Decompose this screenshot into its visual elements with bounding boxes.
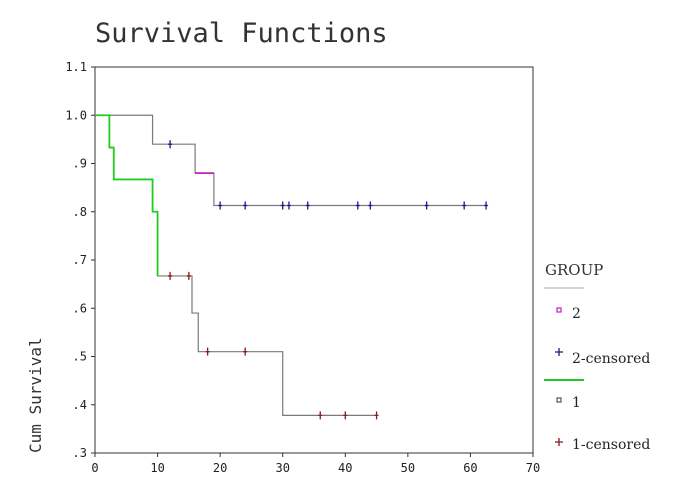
plus-marker-icon xyxy=(555,348,563,356)
series-2 xyxy=(95,114,489,210)
legend-label-1-censored: 1-censored xyxy=(572,437,650,453)
legend-item-1-censored: 1-censored xyxy=(555,437,650,453)
open-square-marker-icon xyxy=(556,397,562,403)
x-tick-label: 30 xyxy=(275,461,289,475)
censored-marker xyxy=(243,201,248,210)
censored-marker xyxy=(318,411,323,420)
y-tick-label: .3 xyxy=(73,446,87,460)
censored-marker xyxy=(343,411,348,420)
legend-label-2: 2 xyxy=(572,306,581,322)
legend-label-1: 1 xyxy=(572,395,581,411)
series-layer xyxy=(95,114,489,420)
legend-item-2: 2 xyxy=(556,306,581,322)
legend: GROUP 2 2-censored 1 1-censored xyxy=(544,261,650,453)
series-1 xyxy=(95,114,379,420)
y-tick-label: .5 xyxy=(73,350,87,364)
survival-step-highlight xyxy=(95,114,159,276)
censored-marker xyxy=(286,201,291,210)
censored-marker xyxy=(424,201,429,210)
x-tick-label: 10 xyxy=(150,461,164,475)
open-square-marker-icon xyxy=(556,307,562,313)
y-tick-label: .7 xyxy=(73,253,87,267)
censored-marker xyxy=(205,347,210,356)
plot-area xyxy=(94,66,534,454)
y-axis-label: Cum Survival xyxy=(26,337,45,453)
x-tick-label: 0 xyxy=(91,461,98,475)
y-tick-label: .6 xyxy=(73,301,87,315)
y-tick-label: 1.1 xyxy=(65,60,87,74)
chart-title: Survival Functions xyxy=(95,18,388,49)
legend-title: GROUP xyxy=(545,261,603,279)
x-tick-label: 70 xyxy=(526,461,540,475)
censored-marker xyxy=(355,201,360,210)
censored-marker xyxy=(374,411,379,420)
censored-marker xyxy=(368,201,373,210)
legend-item-2-censored: 2-censored xyxy=(555,348,650,367)
censored-marker xyxy=(218,201,223,210)
survival-step-line xyxy=(95,114,377,416)
x-tick-label: 40 xyxy=(338,461,352,475)
censored-marker xyxy=(186,271,191,280)
y-tick-label: .4 xyxy=(73,398,87,412)
censored-marker xyxy=(484,201,489,210)
legend-label-2-censored: 2-censored xyxy=(572,351,650,367)
x-tick-label: 60 xyxy=(463,461,477,475)
censored-marker xyxy=(280,201,285,210)
y-tick-label: .9 xyxy=(73,157,87,171)
plus-marker-icon xyxy=(555,438,563,446)
censored-marker xyxy=(168,140,173,149)
survival-step-line xyxy=(95,114,487,207)
legend-item-1: 1 xyxy=(556,395,581,411)
x-axis: 0 10 20 30 40 50 60 70 xyxy=(91,453,540,475)
censored-marker xyxy=(243,347,248,356)
censored-marker xyxy=(462,201,467,210)
y-axis: .3 .4 .5 .6 .7 .8 .9 1.0 1.1 xyxy=(65,60,95,460)
x-tick-label: 50 xyxy=(401,461,415,475)
censored-marker xyxy=(305,201,310,210)
y-tick-label: 1.0 xyxy=(65,108,87,122)
x-tick-label: 20 xyxy=(213,461,227,475)
y-tick-label: .8 xyxy=(73,205,87,219)
censored-marker xyxy=(168,271,173,280)
